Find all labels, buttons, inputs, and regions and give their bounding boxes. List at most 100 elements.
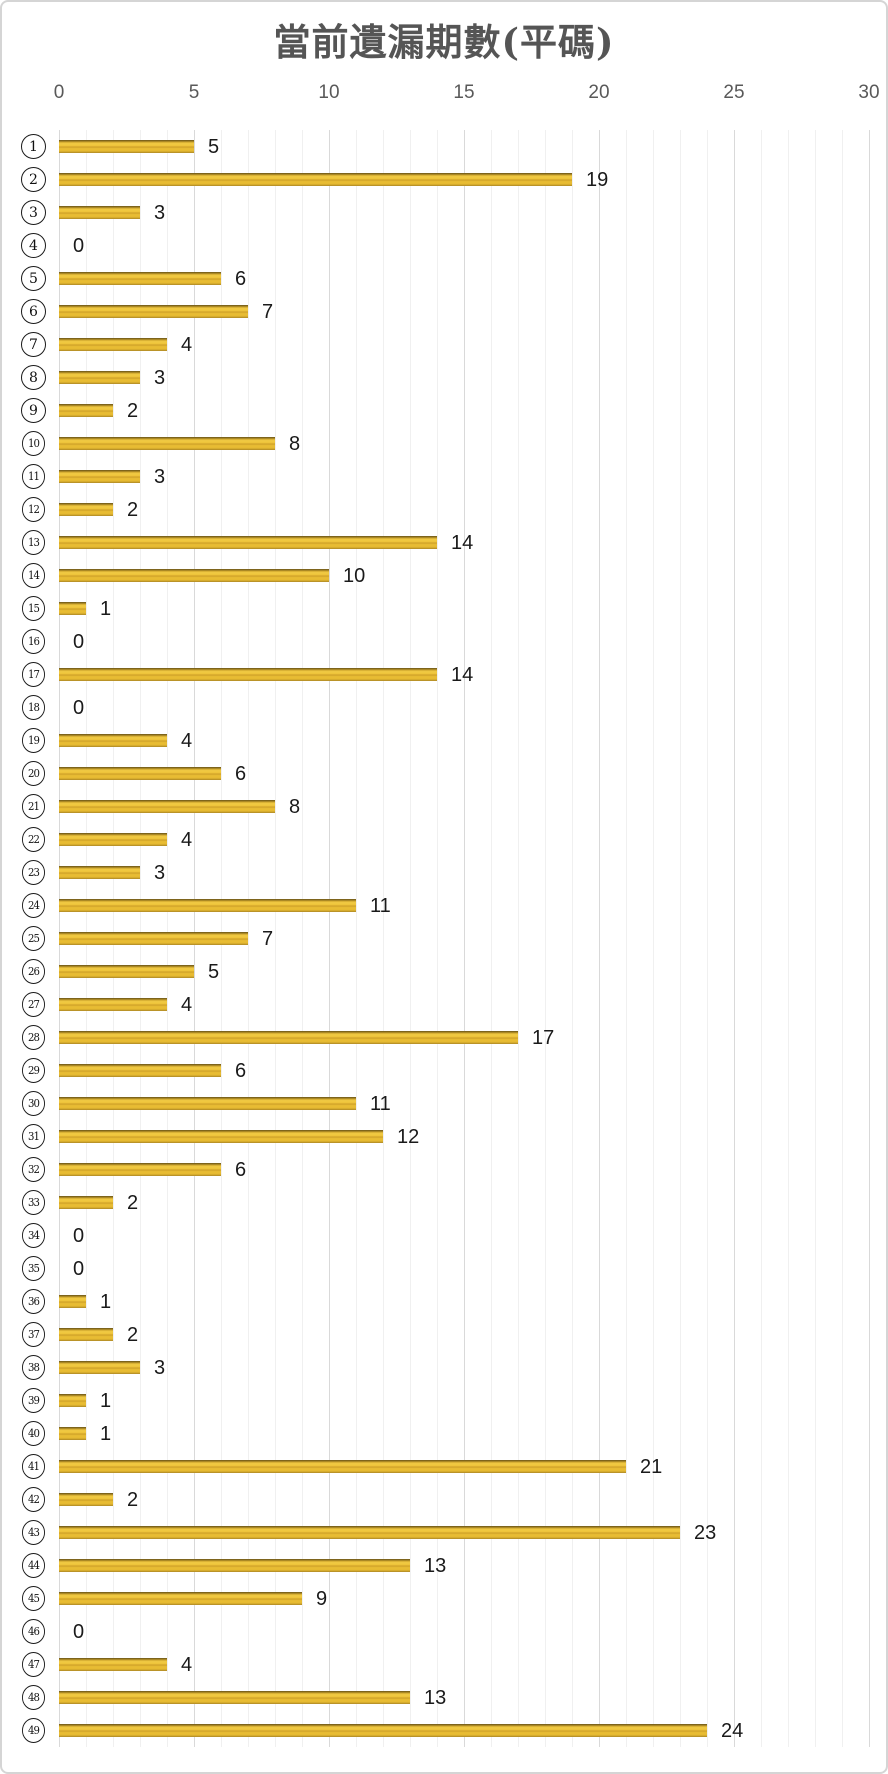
bar-row: 4 [59,328,871,361]
bar [59,668,437,681]
bar-value-label: 23 [694,1521,717,1544]
bar [59,140,194,153]
category-circled-number: 23 [22,860,45,885]
category-row: 26 [2,955,59,988]
x-axis-tick-label: 5 [188,82,200,103]
bar-value-label: 8 [289,432,301,455]
category-row: 34 [2,1219,59,1252]
bar-value-label: 3 [154,1356,166,1379]
category-circled-number: 33 [22,1190,45,1215]
category-row: 30 [2,1087,59,1120]
bar [59,338,167,351]
bar-row: 21 [59,1450,871,1483]
bar [59,1526,680,1539]
bar-value-label: 0 [73,1224,85,1247]
category-row: 5 [2,262,59,295]
bar [59,371,140,384]
bar-row: 24 [59,1714,871,1747]
category-row: 15 [2,592,59,625]
x-axis-tick-label: 10 [318,82,340,103]
bar [59,899,356,912]
category-row: 32 [2,1153,59,1186]
bar-row: 14 [59,526,871,559]
category-circled-number: 9 [21,398,46,423]
bar [59,866,140,879]
category-circled-number: 29 [22,1058,45,1083]
category-circled-number: 22 [22,827,45,852]
bar-row: 8 [59,427,871,460]
bar [59,1196,113,1209]
category-row: 39 [2,1384,59,1417]
bar-value-label: 1 [100,597,112,620]
bar-value-label: 19 [586,168,609,191]
category-circled-number: 47 [22,1652,45,1677]
bar-row: 7 [59,295,871,328]
bar-value-label: 6 [235,1158,247,1181]
bar-row: 7 [59,922,871,955]
bar-value-label: 6 [235,267,247,290]
bar-row: 19 [59,163,871,196]
bar-row: 10 [59,559,871,592]
category-circled-number: 34 [22,1223,45,1248]
category-row: 33 [2,1186,59,1219]
category-row: 2 [2,163,59,196]
category-row: 42 [2,1483,59,1516]
bar-row: 0 [59,1615,871,1648]
category-circled-number: 18 [22,695,45,720]
bar-value-label: 1 [100,1290,112,1313]
category-row: 9 [2,394,59,427]
bar-row: 9 [59,1582,871,1615]
x-axis-tick-label: 30 [858,82,880,103]
bar-row: 3 [59,1351,871,1384]
bar [59,1394,86,1407]
category-circled-number: 40 [22,1421,45,1446]
bar-row: 0 [59,1219,871,1252]
category-circled-number: 42 [22,1487,45,1512]
bar-row: 4 [59,724,871,757]
category-row: 11 [2,460,59,493]
bar-value-label: 4 [181,828,193,851]
bar-value-label: 21 [640,1455,663,1478]
bar [59,173,572,186]
category-row: 17 [2,658,59,691]
bar-row: 12 [59,1120,871,1153]
bar [59,1163,221,1176]
bar-value-label: 3 [154,861,166,884]
bar-value-label: 13 [424,1686,447,1709]
bar [59,503,113,516]
bar-value-label: 0 [73,696,85,719]
bar-row: 13 [59,1549,871,1582]
category-circled-number: 3 [21,200,46,225]
bar-row: 2 [59,1318,871,1351]
bar-row: 3 [59,196,871,229]
category-circled-number: 46 [22,1619,45,1644]
bar [59,1097,356,1110]
bar-value-label: 14 [451,663,474,686]
bar-row: 6 [59,1153,871,1186]
category-row: 7 [2,328,59,361]
bar-row: 1 [59,1285,871,1318]
bar-value-label: 1 [100,1389,112,1412]
bar [59,1559,410,1572]
category-row: 21 [2,790,59,823]
bar [59,404,113,417]
category-circled-number: 2 [21,167,46,192]
category-circled-number: 8 [21,365,46,390]
bar-row: 4 [59,823,871,856]
category-row: 8 [2,361,59,394]
category-circled-number: 30 [22,1091,45,1116]
category-circled-number: 17 [22,662,45,687]
bar [59,1592,302,1605]
plot-area: 5 19 3 0 6 7 4 3 2 8 3 2 14 10 1 0 14 0 4 6 8 4 3 11 7 5 4 17 6 11 12 6… [59,130,871,1747]
category-row: 38 [2,1351,59,1384]
category-row: 18 [2,691,59,724]
bar-row: 3 [59,361,871,394]
bar-row: 2 [59,493,871,526]
category-circled-number: 41 [22,1454,45,1479]
category-circled-number: 10 [22,431,45,456]
category-row: 12 [2,493,59,526]
bar-row: 11 [59,889,871,922]
bar-value-label: 13 [424,1554,447,1577]
category-circled-number: 31 [22,1124,45,1149]
